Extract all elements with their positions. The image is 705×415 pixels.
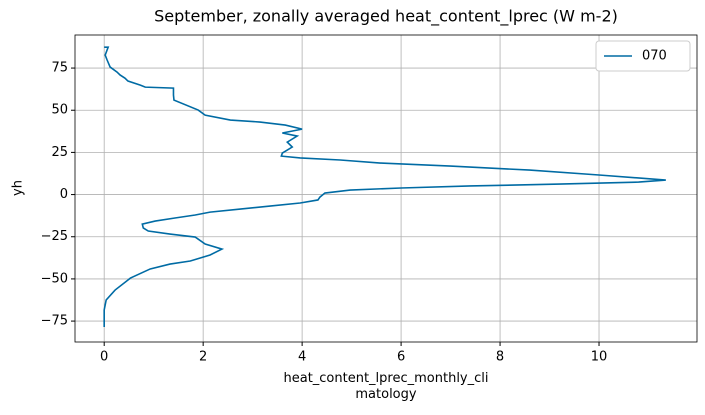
y-tick-label: 25 (51, 145, 68, 160)
x-tick-label: 8 (496, 350, 504, 365)
x-tick-label: 2 (199, 350, 207, 365)
x-tick-label: 10 (591, 350, 608, 365)
y-tick-label: 50 (51, 103, 68, 118)
plot-frame (74, 34, 698, 343)
y-tick-label: −50 (41, 271, 68, 286)
x-axis-label: heat_content_lprec_monthly_cli matology (283, 371, 489, 402)
y-tick-label: 75 (51, 61, 68, 76)
x-tick-label: 0 (100, 350, 108, 365)
x-tick-label: 6 (397, 350, 405, 365)
chart-title: September, zonally averaged heat_content… (154, 7, 618, 27)
data-line (103, 46, 666, 327)
legend-label: 070 (642, 49, 667, 64)
x-tick-label: 4 (298, 350, 306, 365)
legend-box (595, 40, 691, 72)
y-tick-label: −25 (41, 229, 68, 244)
y-axis-label: yh (11, 180, 26, 196)
y-tick-label: −75 (41, 314, 68, 329)
y-tick-label: 0 (60, 187, 68, 202)
